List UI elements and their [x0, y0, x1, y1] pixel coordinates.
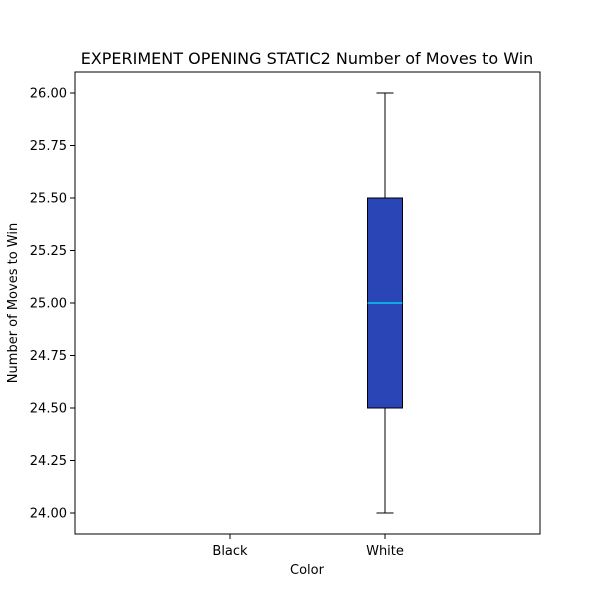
y-tick-label: 24.50	[30, 402, 67, 417]
box-series	[367, 92, 403, 514]
box-white	[367, 92, 403, 514]
y-tick-label: 25.50	[30, 192, 67, 207]
y-tick-label: 25.75	[30, 139, 67, 154]
x-tick-label: Black	[212, 544, 248, 559]
x-axis: Black White	[212, 534, 404, 559]
y-tick-label: 24.00	[30, 507, 67, 522]
y-tick-label: 26.00	[30, 87, 67, 102]
y-tick-label: 24.75	[30, 349, 67, 364]
x-axis-label: Color	[290, 563, 325, 578]
plot-area-frame	[74, 71, 541, 535]
y-tick-label: 25.00	[30, 297, 67, 312]
y-axis: 24.00 24.25 24.50 24.75 25.00 25.25 25.50 25.75…	[30, 87, 75, 522]
y-tick-label: 24.25	[30, 454, 67, 469]
x-tick-label: White	[366, 544, 404, 559]
y-axis-label: Number of Moves to Win	[6, 223, 21, 383]
chart-title: EXPERIMENT OPENING STATIC2 Number of Mov…	[81, 49, 534, 68]
y-tick-label: 25.25	[30, 244, 67, 259]
